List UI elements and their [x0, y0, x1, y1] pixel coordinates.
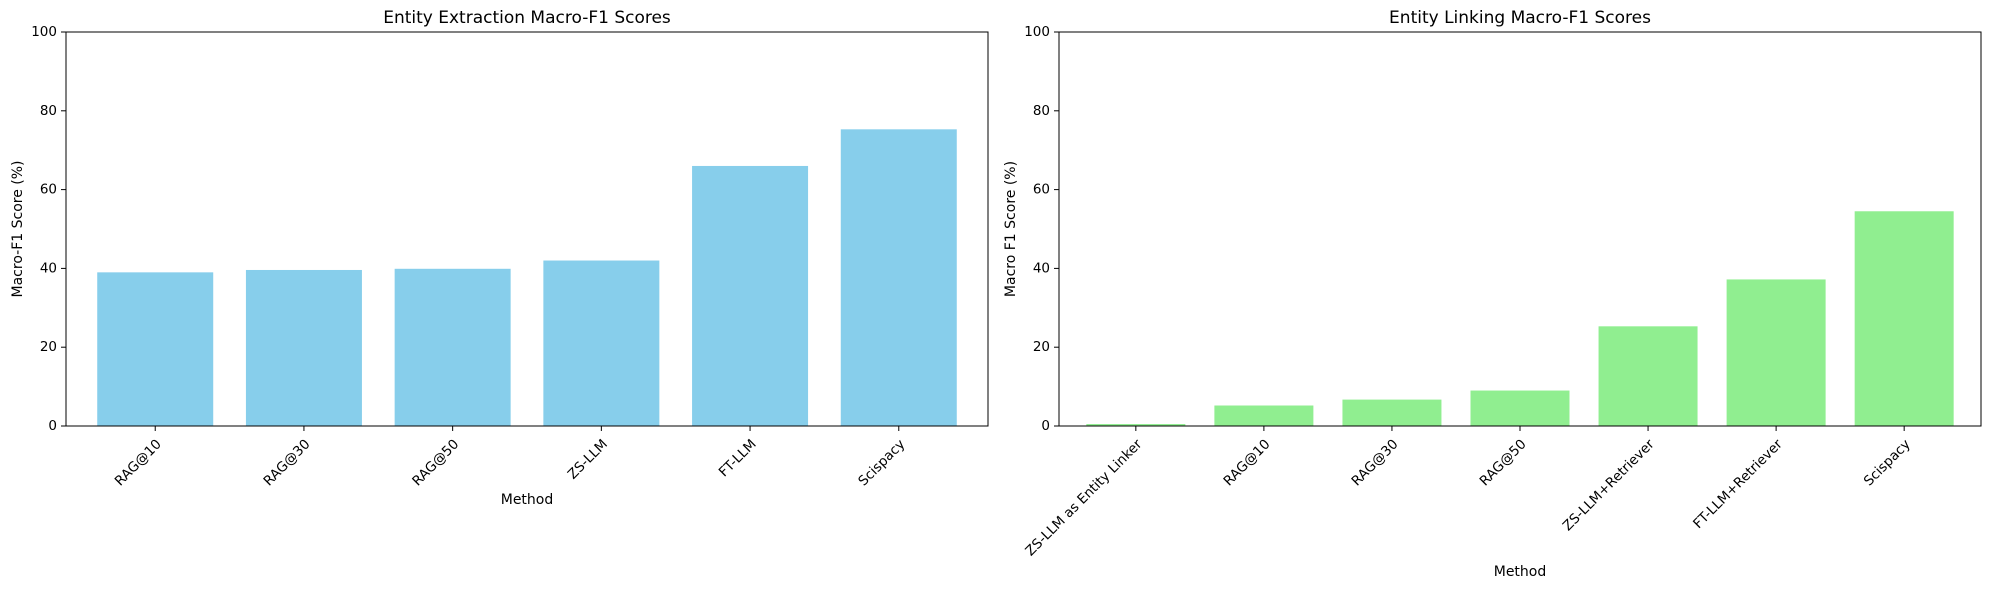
y-tick-label: 80 [1033, 103, 1050, 119]
bar [1086, 424, 1186, 426]
y-tick-label: 0 [1041, 418, 1050, 434]
y-tick-label: 60 [40, 182, 57, 198]
y-tick-label: 0 [48, 418, 57, 434]
bar [840, 129, 957, 426]
x-tick-label: FT-LLM+Retriever [1690, 436, 1786, 532]
y-axis-label: Macro-F1 Score (%) [10, 161, 26, 298]
bar [692, 165, 809, 426]
y-tick-label: 20 [40, 339, 57, 355]
chart-title: Entity Linking Macro-F1 Scores [1389, 8, 1651, 28]
bar [394, 268, 511, 426]
bar [97, 272, 214, 426]
x-axis-label: Method [1494, 564, 1547, 580]
y-axis-ticks: 0 20 40 60 80 100 [31, 24, 66, 434]
x-tick-label: Scispacy [855, 436, 908, 489]
bar [1854, 211, 1954, 426]
x-tick-label: ZS-LLM as Entity Linker [1022, 436, 1145, 559]
bar [1470, 390, 1570, 426]
x-tick-label: Scispacy [1861, 436, 1914, 489]
x-axis-ticks: ZS-LLM as Entity Linker RAG@10 RAG@30 RAG@5… [1022, 426, 1914, 559]
bars [1086, 211, 1954, 426]
x-tick-label: RAG@50 [409, 436, 462, 489]
plot-frame [1058, 31, 1982, 427]
y-tick-label: 100 [1024, 24, 1050, 40]
y-tick-label: 80 [40, 103, 57, 119]
x-axis-ticks: RAG@10 RAG@30 RAG@50 ZS-LLM FT-LLM Scispacy [112, 426, 908, 489]
y-tick-label: 40 [1033, 260, 1050, 276]
bar [1726, 279, 1826, 426]
bars [97, 129, 957, 426]
x-tick-label: RAG@10 [1220, 436, 1273, 489]
y-tick-label: 20 [1033, 339, 1050, 355]
y-axis-label: Macro F1 Score (%) [1003, 161, 1019, 297]
y-tick-label: 40 [40, 260, 57, 276]
bar [543, 260, 660, 426]
x-tick-label: ZS-LLM+Retriever [1560, 436, 1658, 534]
y-tick-label: 60 [1033, 182, 1050, 198]
bar [245, 269, 362, 426]
x-tick-label: RAG@30 [261, 436, 314, 489]
x-tick-label: ZS-LLM [565, 436, 611, 482]
chart-title: Entity Extraction Macro-F1 Scores [383, 8, 671, 28]
entity-extraction-chart: Entity Extraction Macro-F1 Scores Method… [10, 8, 989, 508]
x-tick-label: RAG@10 [112, 436, 165, 489]
entity-linking-chart: Entity Linking Macro-F1 Scores Method Ma… [1003, 8, 1982, 580]
x-tick-label: RAG@30 [1349, 436, 1402, 489]
x-tick-label: FT-LLM [716, 436, 760, 480]
x-axis-label: Method [501, 492, 554, 508]
bar [1598, 326, 1698, 426]
y-tick-label: 100 [31, 24, 57, 40]
bar [1342, 399, 1442, 426]
plot-frame [65, 31, 989, 427]
y-axis-ticks: 0 20 40 60 80 100 [1024, 24, 1059, 434]
x-tick-label: RAG@50 [1477, 436, 1530, 489]
bar [1214, 405, 1314, 426]
